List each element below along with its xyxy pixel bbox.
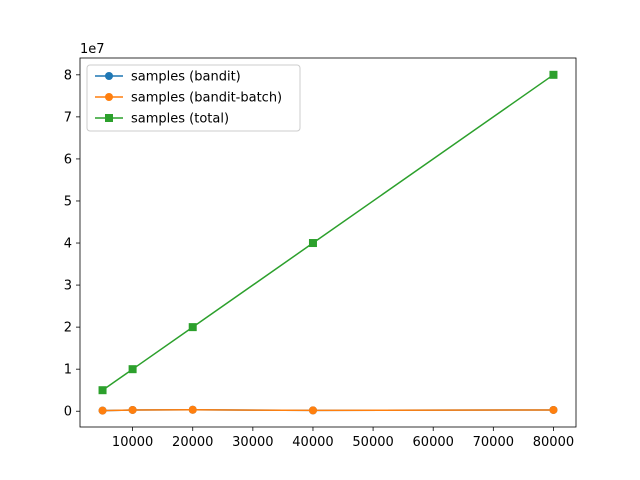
axes-frame [79, 57, 577, 428]
axes: 10000 20000 30000 40000 50000 60000 70000 80000… [64, 57, 577, 450]
x-tick-label-5: 60000 [413, 435, 454, 450]
x-tick-label-1: 20000 [172, 435, 213, 450]
legend-label-1: samples (bandit-batch) [131, 91, 282, 106]
legend-entry-0: samples (bandit) [95, 70, 241, 85]
x-tick-label-3: 40000 [292, 435, 333, 450]
y-axis-offset-label: 1e7 [80, 42, 105, 57]
y-tick-label-7: 7 [64, 110, 72, 125]
data-point-2-3 [308, 239, 317, 248]
legend-marker-1 [105, 93, 113, 101]
data-point-2-1 [128, 365, 137, 374]
legend-marker-0 [105, 72, 113, 80]
data-point-1-3 [308, 406, 317, 415]
data-point-2-2 [188, 323, 197, 332]
y-tick-label-4: 4 [64, 237, 72, 252]
plot-area [98, 70, 558, 415]
data-point-1-1 [128, 405, 137, 414]
legend-label-2: samples (total) [131, 112, 229, 127]
series-line-1 [102, 409, 554, 412]
x-tick-label-6: 70000 [473, 435, 514, 450]
legend-entry-1: samples (bandit-batch) [95, 91, 282, 106]
x-tick-label-7: 80000 [533, 435, 574, 450]
data-point-2-4 [549, 70, 558, 79]
x-tick-label-0: 10000 [112, 435, 153, 450]
x-tick-label-2: 30000 [232, 435, 273, 450]
y-tick-label-6: 6 [64, 152, 72, 167]
legend: samples (bandit) samples (bandit-batch) sa… [86, 64, 301, 132]
legend-label-0: samples (bandit) [131, 70, 241, 85]
data-point-1-4 [549, 405, 558, 414]
y-tick-label-2: 2 [64, 321, 72, 336]
data-point-1-0 [98, 406, 107, 415]
data-point-1-2 [188, 405, 197, 414]
series-1 [98, 405, 558, 415]
data-point-2-0 [98, 386, 107, 395]
legend-entry-2: samples (total) [95, 112, 229, 127]
y-tick-label-1: 1 [64, 363, 72, 378]
series-2 [98, 70, 558, 395]
legend-marker-2 [105, 114, 113, 122]
x-tick-label-4: 50000 [352, 435, 393, 450]
y-tick-label-0: 0 [64, 405, 72, 420]
y-tick-label-8: 8 [64, 68, 72, 83]
legend-box [86, 64, 301, 132]
y-tick-label-3: 3 [64, 279, 72, 294]
y-tick-label-5: 5 [64, 194, 72, 209]
